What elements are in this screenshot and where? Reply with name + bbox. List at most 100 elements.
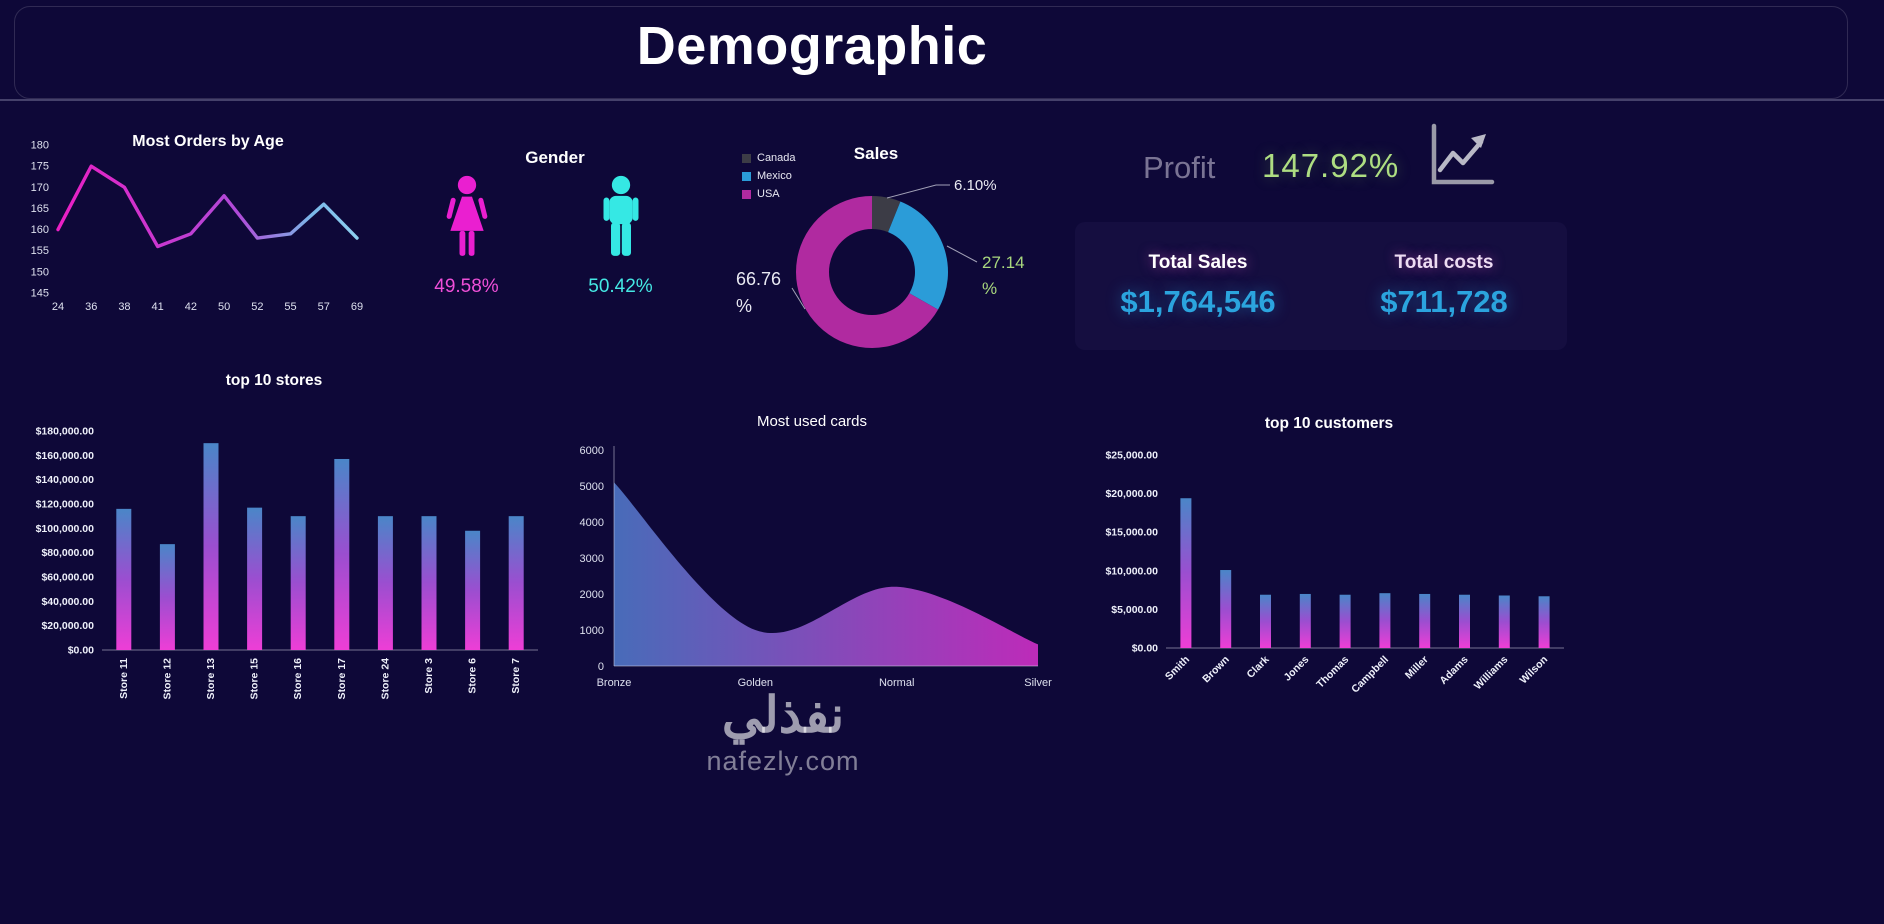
- category-label: Store 12: [161, 658, 173, 700]
- bar-store-7[interactable]: [508, 516, 524, 650]
- category-label: Store 15: [249, 658, 261, 700]
- male-icon: [603, 175, 638, 256]
- bar-jones[interactable]: [1299, 593, 1311, 648]
- bar-miller[interactable]: [1419, 593, 1431, 648]
- bar-store-17[interactable]: [334, 458, 350, 650]
- tick-label: $0.00: [68, 645, 94, 657]
- gender-title: Gender: [525, 148, 585, 167]
- slice-label: 27.14: [982, 253, 1025, 272]
- bar-thomas[interactable]: [1339, 594, 1351, 648]
- category-label: Wilson: [1517, 654, 1550, 687]
- orders-by-age-chart[interactable]: 145 150 155 160 165 170 175 180 24 36 38 41 42 50 52 55…: [18, 132, 393, 327]
- bar-campbell[interactable]: [1379, 593, 1391, 648]
- tick-label: $80,000.00: [41, 547, 94, 559]
- page-title: Demographic: [636, 16, 988, 76]
- bar-store-11[interactable]: [116, 508, 132, 650]
- most-used-cards-panel: Most used cards 0 1000 2000 3000 4000 5000 600…: [558, 405, 1066, 705]
- bar-clark[interactable]: [1260, 594, 1271, 648]
- tick-label: $140,000.00: [36, 474, 95, 486]
- slice-label: 66.76: [736, 269, 781, 289]
- bar-store-6[interactable]: [465, 530, 481, 650]
- legend-item-usa[interactable]: USA: [742, 188, 796, 200]
- bar-store-16[interactable]: [290, 516, 306, 650]
- bar-williams[interactable]: [1498, 595, 1510, 648]
- bar-adams[interactable]: [1459, 594, 1470, 648]
- cards-area-series[interactable]: [614, 482, 1038, 666]
- category-label: Bronze: [597, 677, 632, 689]
- category-label: 52: [251, 301, 263, 313]
- category-label: Store 16: [292, 658, 304, 700]
- age-line-series[interactable]: [56, 164, 359, 249]
- category-label: Store 24: [379, 658, 391, 700]
- legend-item-canada[interactable]: Canada: [742, 152, 796, 164]
- category-label: 55: [284, 301, 296, 313]
- gender-panel: Gender 49.58% 50.42%: [410, 140, 710, 325]
- bar-store-13[interactable]: [203, 443, 219, 650]
- bar-brown[interactable]: [1220, 570, 1232, 648]
- category-label: Miller: [1403, 654, 1431, 682]
- category-label: Campbell: [1349, 654, 1391, 696]
- top-stores-chart[interactable]: $0.00 $20,000.00 $40,000.00 $60,000.00 $80,0…: [10, 406, 538, 712]
- legend-swatch-canada: [742, 153, 751, 163]
- tick-label: 6000: [580, 445, 604, 457]
- bar-store-12[interactable]: [159, 544, 175, 650]
- top-stores-title: top 10 stores: [225, 372, 323, 389]
- tick-label: $60,000.00: [41, 572, 94, 584]
- header-divider: [0, 99, 1884, 101]
- category-label: 38: [118, 301, 130, 313]
- total-costs-value: $711,728: [1380, 284, 1508, 319]
- category-label: Thomas: [1314, 654, 1351, 691]
- watermark-url: nafezly.com: [706, 746, 860, 776]
- category-label: Store 7: [510, 658, 522, 694]
- most-used-cards-title: Most used cards: [756, 413, 868, 430]
- male-percentage: 50.42%: [588, 276, 653, 297]
- donut-slice-usa[interactable]: [796, 196, 939, 348]
- legend-swatch-mexico: [742, 171, 751, 181]
- tick-label: $0.00: [1132, 643, 1158, 655]
- total-costs-label: Total costs: [1394, 252, 1494, 273]
- legend-item-mexico[interactable]: Mexico: [742, 170, 796, 182]
- profit-label: Profit: [1143, 150, 1216, 185]
- category-label: Store 11: [118, 658, 130, 699]
- legend-label-canada: Canada: [757, 152, 796, 164]
- bar-smith[interactable]: [1180, 498, 1192, 648]
- tick-label: 175: [31, 161, 49, 173]
- category-label: 41: [152, 301, 164, 313]
- tick-label: $20,000.00: [41, 620, 94, 632]
- tick-label: 165: [31, 203, 49, 215]
- tick-label: 170: [31, 182, 49, 194]
- total-sales-label: Total Sales: [1148, 252, 1248, 273]
- bar-wilson[interactable]: [1538, 596, 1550, 648]
- legend-label-usa: USA: [757, 188, 780, 200]
- tick-label: $25,000.00: [1105, 450, 1158, 462]
- category-label: Clark: [1245, 654, 1272, 681]
- tick-label: 2000: [580, 589, 604, 601]
- category-label: Store 13: [205, 658, 217, 700]
- bar-store-3[interactable]: [421, 516, 437, 650]
- slice-label: %: [736, 296, 752, 316]
- sales-donut-chart[interactable]: 6.10% 27.14% 66.76%: [726, 138, 1106, 373]
- top-stores-panel: top 10 stores $0.00 $20,000.00 $40,000.00 $…: [10, 372, 538, 712]
- most-used-cards-chart[interactable]: 0 1000 2000 3000 4000 5000 6000 Bronze Golden Nor…: [558, 441, 1066, 705]
- bar-store-24[interactable]: [377, 516, 393, 650]
- sales-legend: Canada Mexico USA: [742, 152, 796, 200]
- gender-male: 50.42%: [568, 172, 673, 298]
- category-label: Store 3: [423, 658, 435, 694]
- bar-store-15[interactable]: [247, 507, 263, 650]
- profit-value: 147.92%: [1262, 147, 1400, 184]
- top-customers-chart[interactable]: $0.00 $5,000.00 $10,000.00 $15,000.00 $20,00…: [1088, 445, 1570, 715]
- total-sales-card: Total Sales $1,764,546: [1075, 222, 1321, 350]
- category-label: Williams: [1472, 654, 1511, 693]
- category-label: 57: [318, 301, 330, 313]
- trend-chart-icon: [1431, 123, 1495, 185]
- category-label: 69: [351, 301, 363, 313]
- top-customers-title: top 10 customers: [1264, 415, 1394, 432]
- donut-slice-canada[interactable]: [872, 196, 901, 233]
- donut-slice-mexico[interactable]: [888, 201, 948, 310]
- female-percentage: 49.58%: [434, 276, 499, 297]
- tick-label: $120,000.00: [36, 499, 95, 511]
- header-panel: Demographic: [14, 6, 1848, 99]
- tick-label: $40,000.00: [41, 596, 94, 608]
- gender-female: 49.58%: [414, 172, 519, 298]
